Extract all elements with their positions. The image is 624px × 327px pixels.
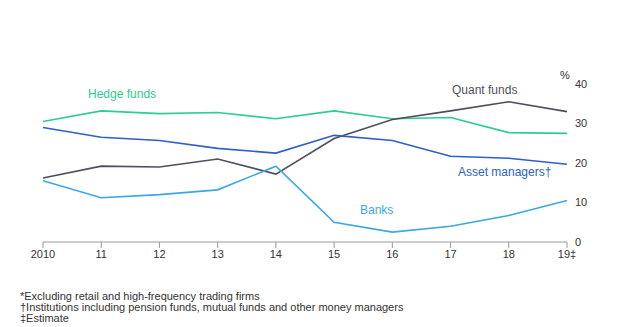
svg-text:18: 18 bbox=[503, 248, 515, 260]
html-text:Asset managers†: Asset managers† bbox=[458, 165, 552, 179]
svg-text:11: 11 bbox=[96, 248, 107, 260]
svg-text:10: 10 bbox=[575, 196, 587, 208]
svg-text:19‡: 19‡ bbox=[558, 248, 576, 260]
html-text:*Excluding retail and high-fre: *Excluding retail and high-frequency tra… bbox=[20, 290, 260, 302]
svg-text:20: 20 bbox=[575, 157, 587, 169]
svg-text:12: 12 bbox=[153, 248, 165, 260]
svg-text:2010: 2010 bbox=[31, 248, 55, 260]
html-text:Hedge funds: Hedge funds bbox=[88, 87, 157, 101]
svg-text:0: 0 bbox=[575, 236, 581, 248]
html-text:†Institutions including pensio: †Institutions including pension funds, m… bbox=[20, 301, 404, 313]
html-text:Banks: Banks bbox=[360, 203, 394, 217]
svg-text:13: 13 bbox=[212, 248, 224, 260]
svg-text:17: 17 bbox=[444, 248, 456, 260]
svg-text:14: 14 bbox=[270, 248, 282, 260]
svg-text:40: 40 bbox=[575, 78, 587, 90]
html-text:‡Estimate: ‡Estimate bbox=[20, 312, 69, 324]
svg-text:15: 15 bbox=[328, 248, 340, 260]
svg-text:30: 30 bbox=[575, 117, 587, 129]
svg-text:16: 16 bbox=[386, 248, 398, 260]
html-text:Quant funds: Quant funds bbox=[452, 83, 518, 97]
